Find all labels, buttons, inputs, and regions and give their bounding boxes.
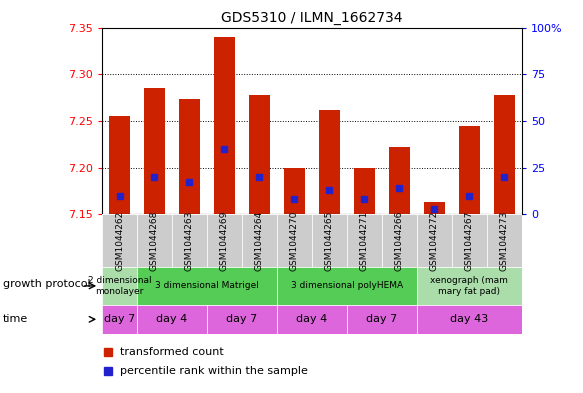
- Text: growth protocol: growth protocol: [3, 279, 90, 289]
- Bar: [109, 116, 130, 214]
- Text: GSM1044265: GSM1044265: [325, 211, 334, 271]
- Bar: [417, 267, 522, 305]
- Text: GSM1044267: GSM1044267: [465, 211, 474, 271]
- Bar: [207, 305, 277, 334]
- Bar: [319, 110, 340, 214]
- Bar: [102, 267, 137, 305]
- Bar: [487, 214, 522, 267]
- Bar: [354, 167, 375, 214]
- Text: percentile rank within the sample: percentile rank within the sample: [120, 366, 307, 376]
- Text: GSM1044273: GSM1044273: [500, 211, 509, 271]
- Bar: [179, 99, 200, 214]
- Bar: [144, 88, 165, 214]
- Text: GSM1044266: GSM1044266: [395, 211, 404, 271]
- Text: 2 dimensional
monolayer: 2 dimensional monolayer: [87, 276, 152, 296]
- Text: GSM1044269: GSM1044269: [220, 211, 229, 271]
- Bar: [102, 305, 137, 334]
- Text: day 4: day 4: [296, 314, 328, 324]
- Bar: [494, 95, 515, 214]
- Bar: [249, 95, 270, 214]
- Text: day 4: day 4: [156, 314, 188, 324]
- Bar: [137, 214, 172, 267]
- Bar: [277, 267, 417, 305]
- Bar: [172, 214, 207, 267]
- Bar: [382, 214, 417, 267]
- Text: 3 dimensional Matrigel: 3 dimensional Matrigel: [155, 281, 259, 290]
- Bar: [207, 214, 242, 267]
- Bar: [417, 214, 452, 267]
- Bar: [102, 214, 137, 267]
- Bar: [284, 167, 305, 214]
- Bar: [277, 305, 347, 334]
- Text: day 7: day 7: [366, 314, 398, 324]
- Bar: [242, 214, 277, 267]
- Bar: [417, 305, 522, 334]
- Bar: [312, 214, 347, 267]
- Text: day 43: day 43: [450, 314, 489, 324]
- Text: day 7: day 7: [226, 314, 258, 324]
- Bar: [347, 305, 417, 334]
- Text: xenograph (mam
mary fat pad): xenograph (mam mary fat pad): [430, 276, 508, 296]
- Bar: [424, 202, 445, 214]
- Bar: [137, 305, 207, 334]
- Text: 3 dimensional polyHEMA: 3 dimensional polyHEMA: [291, 281, 403, 290]
- Bar: [459, 125, 480, 214]
- Text: day 7: day 7: [104, 314, 135, 324]
- Bar: [452, 214, 487, 267]
- Text: GSM1044264: GSM1044264: [255, 211, 264, 271]
- Text: GSM1044262: GSM1044262: [115, 211, 124, 271]
- Text: GSM1044270: GSM1044270: [290, 211, 299, 271]
- Text: transformed count: transformed count: [120, 347, 223, 357]
- Text: GSM1044272: GSM1044272: [430, 211, 439, 271]
- Bar: [214, 37, 235, 214]
- Bar: [389, 147, 410, 214]
- Bar: [277, 214, 312, 267]
- Text: GSM1044263: GSM1044263: [185, 211, 194, 271]
- Bar: [137, 267, 277, 305]
- Bar: [347, 214, 382, 267]
- Title: GDS5310 / ILMN_1662734: GDS5310 / ILMN_1662734: [221, 11, 403, 25]
- Text: GSM1044271: GSM1044271: [360, 211, 369, 271]
- Text: time: time: [3, 314, 28, 324]
- Text: GSM1044268: GSM1044268: [150, 211, 159, 271]
